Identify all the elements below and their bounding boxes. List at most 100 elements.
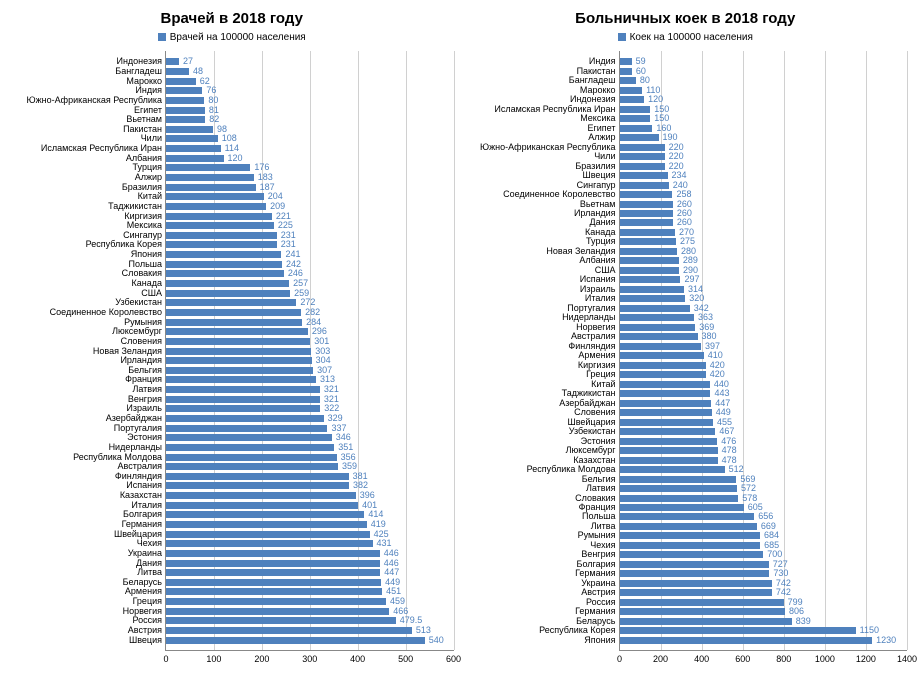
bar-label: Индонезия xyxy=(464,95,619,104)
bar-label: Исламская Республика Иран xyxy=(10,144,165,153)
bar xyxy=(620,153,665,160)
bar xyxy=(620,561,769,568)
bar-value: 410 xyxy=(708,351,723,360)
bar-value: 190 xyxy=(663,133,678,142)
bar xyxy=(166,145,221,152)
bar-value: 1230 xyxy=(876,636,896,645)
x-tick-label: 400 xyxy=(350,654,365,664)
bar-label: Румыния xyxy=(10,318,165,327)
bar xyxy=(166,155,224,162)
bar-label: Литва xyxy=(10,568,165,577)
bar xyxy=(166,309,301,316)
bar xyxy=(166,116,205,123)
grid-line xyxy=(825,51,826,650)
bar-label: Австрия xyxy=(464,588,619,597)
bar-value: 356 xyxy=(341,453,356,462)
bar xyxy=(166,97,204,104)
bar xyxy=(620,352,704,359)
bar xyxy=(166,299,296,306)
bar xyxy=(620,115,651,122)
bar xyxy=(166,58,179,65)
bar xyxy=(166,367,313,374)
bar xyxy=(620,390,711,397)
bar xyxy=(166,338,310,345)
bar xyxy=(166,550,380,557)
bar xyxy=(166,78,196,85)
bar xyxy=(620,276,681,283)
bar-label: Латвия xyxy=(10,385,165,394)
bar xyxy=(166,280,289,287)
bar-value: 204 xyxy=(268,192,283,201)
bar-label: Вьетнам xyxy=(10,115,165,124)
bar-value: 114 xyxy=(225,144,239,153)
bar xyxy=(620,532,760,539)
x-tick-label: 0 xyxy=(163,654,168,664)
bar-value: 479.5 xyxy=(400,616,423,625)
bar xyxy=(166,241,277,248)
bar-value: 359 xyxy=(342,462,357,471)
right-labels-column: ИндияПакистанБангладешМароккоИндонезияИс… xyxy=(464,51,619,651)
bar-label: Австралия xyxy=(464,332,619,341)
bar-value: 478 xyxy=(722,446,737,455)
bar-value: 446 xyxy=(384,559,399,568)
x-tick-label: 1400 xyxy=(897,654,917,664)
bar-label: Франция xyxy=(10,375,165,384)
bar-label: Болгария xyxy=(10,510,165,519)
bar-value: 380 xyxy=(702,332,717,341)
bar-value: 449 xyxy=(716,408,731,417)
bar-label: Италия xyxy=(464,294,619,303)
bar-value: 320 xyxy=(689,294,704,303)
charts-container: Врачей в 2018 году Врачей на 100000 насе… xyxy=(10,10,907,651)
bar xyxy=(166,627,412,634)
bar-value: 258 xyxy=(676,190,691,199)
bar xyxy=(166,454,337,461)
bar-value: 414 xyxy=(368,510,383,519)
bar xyxy=(620,172,668,179)
bar-label: Нидерланды xyxy=(464,313,619,322)
bar-value: 284 xyxy=(306,318,321,327)
bar xyxy=(620,466,725,473)
bar-value: 120 xyxy=(228,154,243,163)
bar-value: 363 xyxy=(698,313,713,322)
bar-value: 80 xyxy=(640,76,650,85)
bar xyxy=(620,257,679,264)
bar-label: Алжир xyxy=(10,173,165,182)
bar xyxy=(620,457,718,464)
bar xyxy=(166,569,380,576)
bar xyxy=(166,588,382,595)
bar-value: 297 xyxy=(684,275,699,284)
bar xyxy=(620,238,676,245)
bar xyxy=(620,219,673,226)
bar xyxy=(166,348,311,355)
bar-value: 839 xyxy=(796,617,811,626)
bar xyxy=(166,511,364,518)
bar-value: 221 xyxy=(276,212,291,221)
bar-label: Узбекистан xyxy=(464,427,619,436)
right-chart-title: Больничных коек в 2018 году xyxy=(464,10,908,27)
bar xyxy=(166,608,389,615)
bar-value: 742 xyxy=(776,588,791,597)
bar-label: Бангладеш xyxy=(464,76,619,85)
bar-value: 572 xyxy=(741,484,756,493)
bar-value: 176 xyxy=(254,163,269,172)
bar xyxy=(166,87,202,94)
bar-value: 466 xyxy=(393,607,408,616)
left-bars-column: 0100200300400500600274862768081829810811… xyxy=(165,51,454,651)
bar-value: 451 xyxy=(386,587,401,596)
bar xyxy=(166,598,386,605)
bar xyxy=(166,68,189,75)
bar xyxy=(166,415,324,422)
bar-label: Греция xyxy=(464,370,619,379)
x-tick-label: 500 xyxy=(398,654,413,664)
bar-value: 321 xyxy=(324,395,339,404)
bar-label: Италия xyxy=(10,501,165,510)
bar xyxy=(166,521,367,528)
bar xyxy=(620,504,744,511)
bar-value: 108 xyxy=(222,134,237,143)
bar xyxy=(620,201,673,208)
bar-value: 425 xyxy=(374,530,389,539)
bar-value: 467 xyxy=(719,427,734,436)
bar-value: 234 xyxy=(672,171,687,180)
bar xyxy=(620,542,761,549)
bar-label: Польша xyxy=(10,260,165,269)
